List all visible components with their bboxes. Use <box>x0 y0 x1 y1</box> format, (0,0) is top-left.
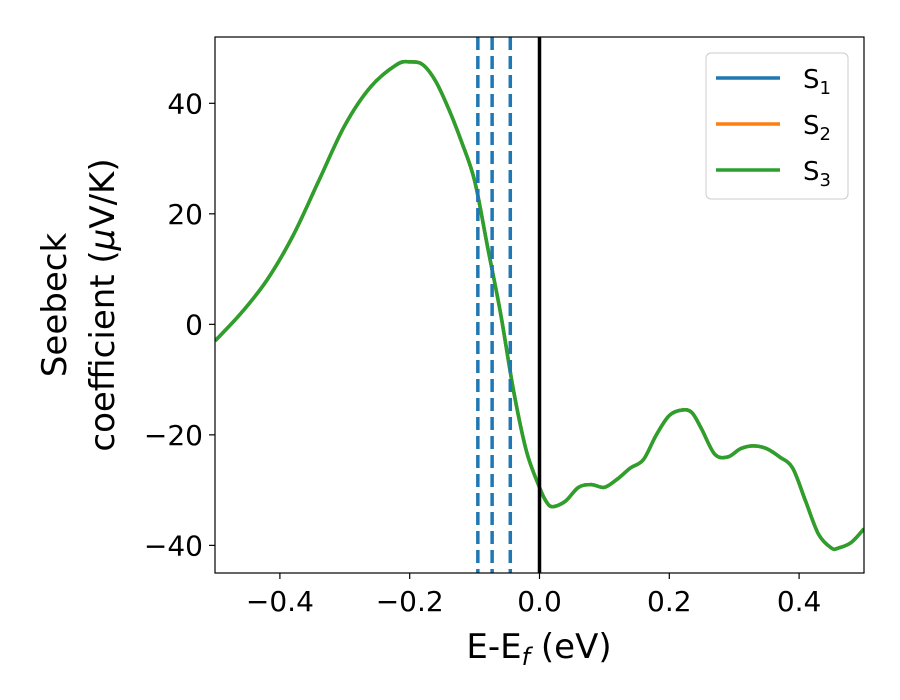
legend-box <box>705 52 849 200</box>
legend: S1 S2 S3 <box>705 52 849 200</box>
series-line-s3 <box>215 59 864 552</box>
x-tick-label: 0.2 <box>647 585 692 618</box>
y-tick-label: 40 <box>167 87 203 120</box>
y-axis-ticks: −40 −20 0 20 40 <box>144 87 215 562</box>
y-tick-label: 0 <box>185 308 203 341</box>
vertical-lines <box>476 37 542 573</box>
y-axis-label-line1: Seebeck <box>35 233 75 378</box>
x-tick-label: 0.4 <box>777 585 822 618</box>
y-tick-label: 20 <box>167 198 203 231</box>
legend-label-s2: S2 <box>803 111 831 145</box>
y-tick-label: −40 <box>144 529 203 562</box>
legend-label-s3: S3 <box>803 157 831 191</box>
y-axis-label: Seebeck coefficient (μV/K) <box>35 158 123 451</box>
y-axis-label-line2: coefficient (μV/K) <box>83 158 123 451</box>
legend-label-s1: S1 <box>803 65 831 99</box>
x-axis-label: E-Ef (eV) <box>466 627 611 671</box>
plot-lines <box>215 59 864 552</box>
x-tick-label: 0.0 <box>517 585 562 618</box>
x-axis-ticks: −0.4 −0.2 0.0 0.2 0.4 <box>246 573 821 618</box>
x-tick-label: −0.2 <box>376 585 444 618</box>
y-tick-label: −20 <box>144 419 203 452</box>
x-tick-label: −0.4 <box>246 585 314 618</box>
